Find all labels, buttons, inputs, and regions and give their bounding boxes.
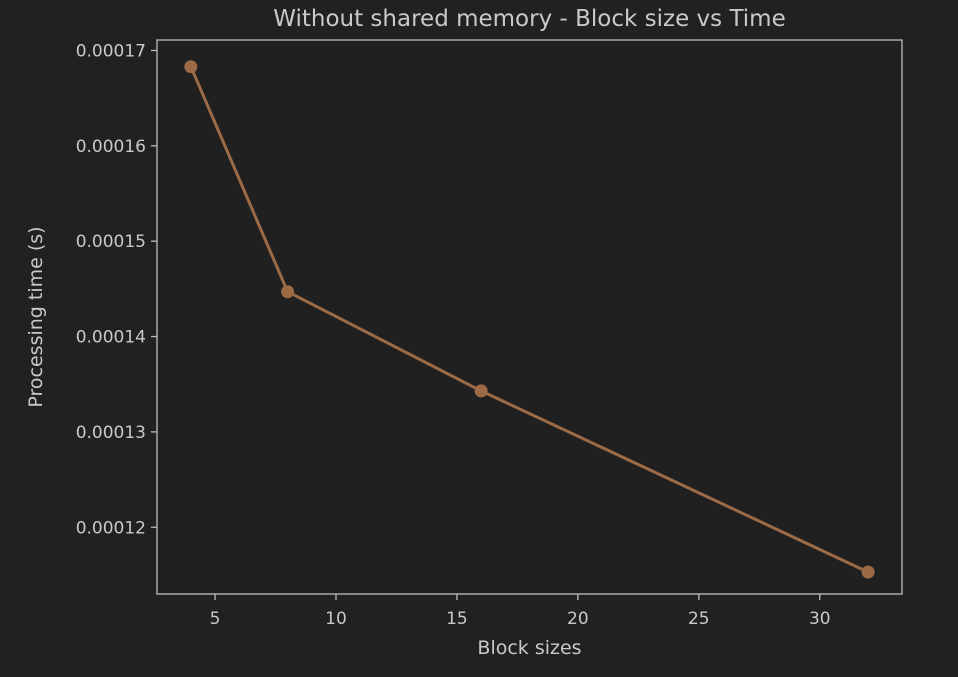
chart-title: Without shared memory - Block size vs Ti… bbox=[273, 6, 786, 32]
y-axis-ticks: 0.00012 0.00013 0.00014 0.00015 0.00016 0.000… bbox=[76, 41, 157, 538]
x-tick-label: 25 bbox=[688, 609, 710, 629]
data-point bbox=[281, 285, 295, 299]
y-tick-label: 0.00012 bbox=[76, 518, 146, 538]
data-point bbox=[184, 60, 198, 74]
x-tick-label: 5 bbox=[210, 609, 221, 629]
plot-frame bbox=[156, 39, 903, 595]
y-tick-label: 0.00013 bbox=[76, 423, 146, 443]
y-axis-label: Processing time (s) bbox=[25, 226, 47, 407]
x-axis-label: Block sizes bbox=[477, 637, 581, 659]
y-tick-label: 0.00014 bbox=[76, 328, 146, 348]
x-tick-label: 30 bbox=[809, 609, 831, 629]
series-line bbox=[189, 66, 869, 574]
y-tick-label: 0.00015 bbox=[76, 232, 146, 252]
x-axis-ticks: 5 10 15 20 25 30 bbox=[210, 594, 831, 629]
data-point bbox=[861, 565, 875, 579]
x-tick-label: 20 bbox=[567, 609, 589, 629]
plot-area bbox=[157, 40, 902, 594]
x-tick-label: 15 bbox=[446, 609, 468, 629]
y-tick-label: 0.00017 bbox=[76, 41, 146, 61]
x-tick-label: 10 bbox=[325, 609, 347, 629]
series-layer bbox=[184, 60, 875, 579]
data-point bbox=[474, 384, 488, 398]
y-tick-label: 0.00016 bbox=[76, 137, 146, 157]
